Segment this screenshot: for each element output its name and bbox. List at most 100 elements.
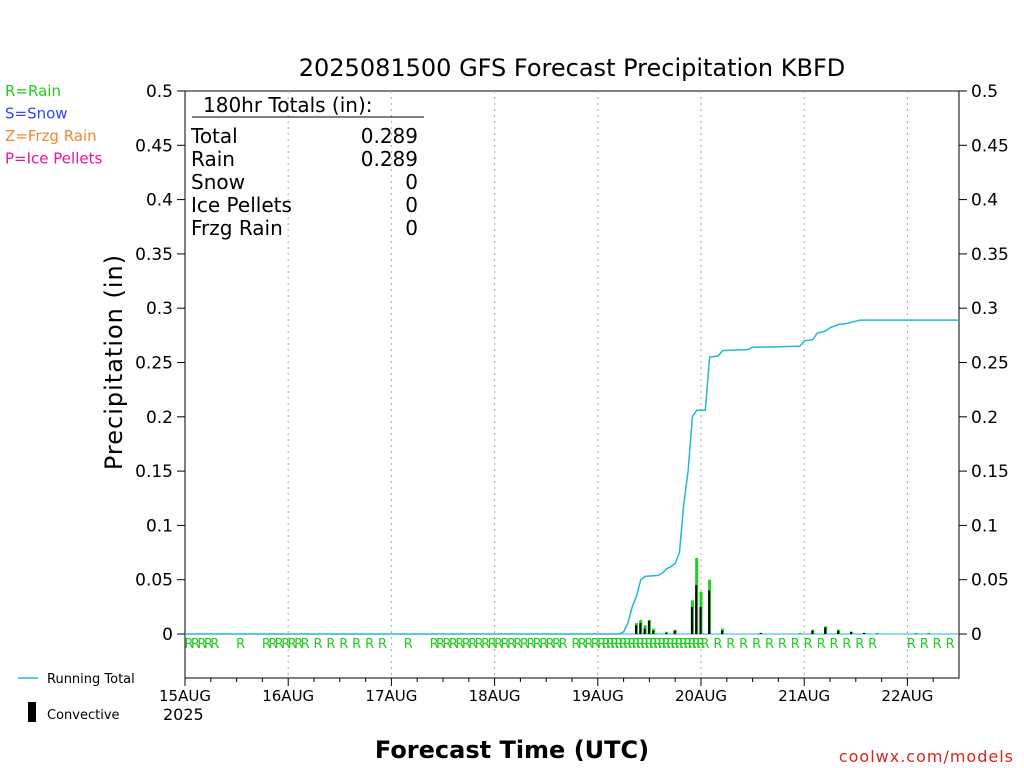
y-tick-label: 0.25 [135, 354, 173, 374]
ptype-marker: R [696, 637, 705, 652]
ptype-marker: R [584, 637, 593, 652]
convective-legend-label: Convective [47, 708, 120, 723]
convective-bar [862, 632, 865, 634]
totals-label: Snow [191, 170, 245, 194]
ptype-marker: R [610, 637, 619, 652]
convective-bar [665, 632, 668, 634]
ptype-marker: R [907, 637, 916, 652]
y-tick-label: 0 [971, 625, 982, 645]
ptype-marker: R [184, 637, 193, 652]
ptype-marker: R [868, 637, 877, 652]
ptype-marker: R [855, 637, 864, 652]
rain-bar [927, 632, 931, 634]
ptype-marker: R [692, 637, 701, 652]
y-tick-label: 0.3 [146, 299, 173, 319]
ptype-marker: R [507, 637, 516, 652]
convective-bar [824, 627, 827, 634]
ptype-marker: R [614, 637, 623, 652]
convective-bar [850, 631, 852, 634]
x-tick-label: 15AUG [159, 687, 211, 705]
y-tick-label: 0.15 [971, 462, 1009, 482]
ptype-marker: R [791, 637, 800, 652]
y-axis-left: 0 0.05 0.1 0.15 0.2 0.25 0.3 0.35 0.4 0.45 0.5 [135, 82, 185, 645]
y-tick-label: 0.35 [971, 245, 1009, 265]
x-axis-label: Forecast Time (UTC) [375, 736, 649, 764]
x-tick-label: 22AUG [881, 687, 933, 705]
rain-bar [798, 632, 802, 634]
y-tick-label: 0.5 [146, 82, 173, 102]
totals-header: 180hr Totals (in): [203, 93, 373, 117]
totals-value: 0.289 [361, 147, 418, 171]
y-tick-label: 0.2 [971, 408, 998, 428]
convective-bar [639, 623, 642, 634]
ptype-marker: R [197, 637, 206, 652]
ptype-marker: R [627, 637, 636, 652]
totals-label: Total [190, 124, 238, 148]
ptype-marker: R [765, 637, 774, 652]
ptype-marker: R [920, 637, 929, 652]
ptype-marker: R [442, 637, 451, 652]
y-tick-label: 0.35 [135, 245, 173, 265]
convective-bar [673, 630, 676, 634]
x-tick-label: 21AUG [778, 687, 830, 705]
ptype-marker: R [378, 637, 387, 652]
totals-label: Frzg Rain [191, 216, 283, 240]
y-tick-label: 0.05 [135, 571, 173, 591]
convective-bar [811, 630, 814, 634]
ptype-marker: R [301, 637, 310, 652]
ptype-marker: R [578, 637, 587, 652]
ptype-marker: R [804, 637, 813, 652]
y-tick-label: 0.2 [146, 408, 173, 428]
ptype-marker: R [649, 637, 658, 652]
ptype-marker: R [462, 637, 471, 652]
ptype-marker: R [526, 637, 535, 652]
rain-bar [875, 632, 879, 634]
ptype-marker: R [597, 637, 606, 652]
ptype-marker: R [288, 637, 297, 652]
y-tick-label: 0.1 [971, 516, 998, 536]
ptype-marker: R [700, 637, 709, 652]
ptype-marker: R [204, 637, 213, 652]
ptype-marker: R [657, 637, 666, 652]
y-tick-label: 0.45 [135, 136, 173, 156]
ptype-marker: R [670, 637, 679, 652]
totals-label: Ice Pellets [191, 193, 292, 217]
y-axis-label: Precipitation (in) [100, 254, 128, 470]
ptype-marker: R [533, 637, 542, 652]
ptype-legend-item: P=Ice Pellets [5, 150, 102, 168]
y-tick-label: 0.45 [971, 136, 1009, 156]
ptype-marker: R [946, 637, 955, 652]
ptype-marker: R [602, 637, 611, 652]
x-tick-label: 18AUG [469, 687, 521, 705]
x-tick-label: 19AUG [572, 687, 624, 705]
ptype-marker: R [294, 637, 303, 652]
x-tick-label: 16AUG [262, 687, 314, 705]
ptype-marker: R [501, 637, 510, 652]
y-axis-right: 0 0.05 0.1 0.15 0.2 0.25 0.3 0.35 0.4 0.45 0.5 [959, 82, 1009, 645]
ptype-marker: R [236, 637, 245, 652]
convective-bar [647, 620, 650, 634]
ptype-marker: R [645, 637, 654, 652]
ptype-marker: R [430, 637, 439, 652]
ptype-marker: R [675, 637, 684, 652]
convective-bar [652, 630, 655, 634]
ptype-marker: R [488, 637, 497, 652]
ptype-marker: R [191, 637, 200, 652]
ptype-marker: R [688, 637, 697, 652]
y-tick-label: 0.25 [971, 354, 1009, 374]
plot-frame [184, 90, 960, 679]
rain-bar [914, 632, 918, 634]
x-tick-label: 20AUG [675, 687, 727, 705]
chart-title: 2025081500 GFS Forecast Precipitation KB… [299, 54, 845, 82]
convective-bar [759, 632, 762, 634]
grid-lines [185, 91, 959, 678]
ptype-marker: R [449, 637, 458, 652]
ptype-marker: R [481, 637, 490, 652]
ptype-marker: R [494, 637, 503, 652]
ptype-marker: R [436, 637, 445, 652]
ptype-marker: R [281, 637, 290, 652]
convective-bar [837, 630, 840, 634]
ptype-marker: R [275, 637, 284, 652]
